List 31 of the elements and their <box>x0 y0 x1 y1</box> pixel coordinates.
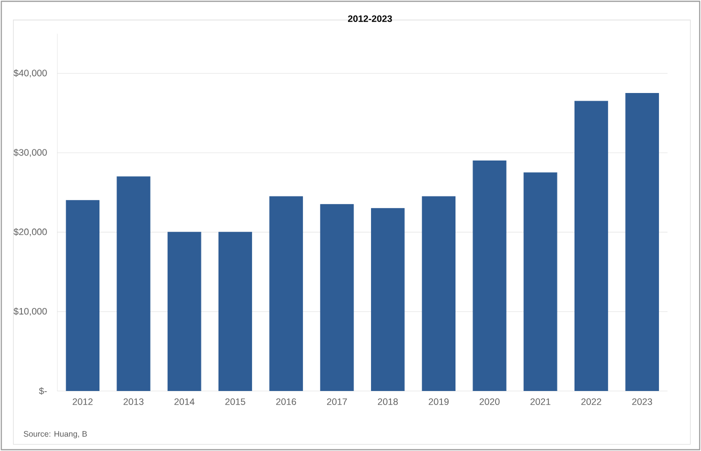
bar <box>574 100 608 391</box>
bar <box>168 232 202 391</box>
y-tick-label: $- <box>39 387 47 395</box>
x-tick-label: 2022 <box>581 398 602 405</box>
y-tick-label: $30,000 <box>14 148 47 157</box>
bar <box>116 176 150 391</box>
x-tick-label: 2015 <box>225 398 246 405</box>
bar <box>625 92 659 391</box>
x-tick-label: 2021 <box>530 398 550 405</box>
bar <box>524 172 558 391</box>
y-tick-label: $40,000 <box>14 69 47 78</box>
x-tick-label: 2018 <box>378 398 398 405</box>
y-tick-label: $10,000 <box>14 308 47 316</box>
x-tick-label: 2017 <box>327 398 347 405</box>
chart-title: 2012-2023 <box>348 15 392 22</box>
x-tick-label: 2013 <box>124 398 144 405</box>
x-tick-label: 2023 <box>632 398 652 405</box>
x-tick-label: 2020 <box>480 398 500 405</box>
x-tick-label: 2019 <box>428 398 449 405</box>
y-tick-label: $20,000 <box>14 228 47 236</box>
x-tick-label: 2016 <box>276 398 296 405</box>
bar <box>66 200 100 391</box>
bar <box>472 160 506 391</box>
bar <box>320 204 354 391</box>
x-tick-label: 2012 <box>72 398 93 405</box>
bar <box>371 208 405 391</box>
bar <box>269 196 303 391</box>
bar <box>218 232 252 391</box>
x-tick-label: 2014 <box>174 398 194 405</box>
bar <box>422 196 456 391</box>
source-note: Source: Huang, B <box>24 431 87 438</box>
